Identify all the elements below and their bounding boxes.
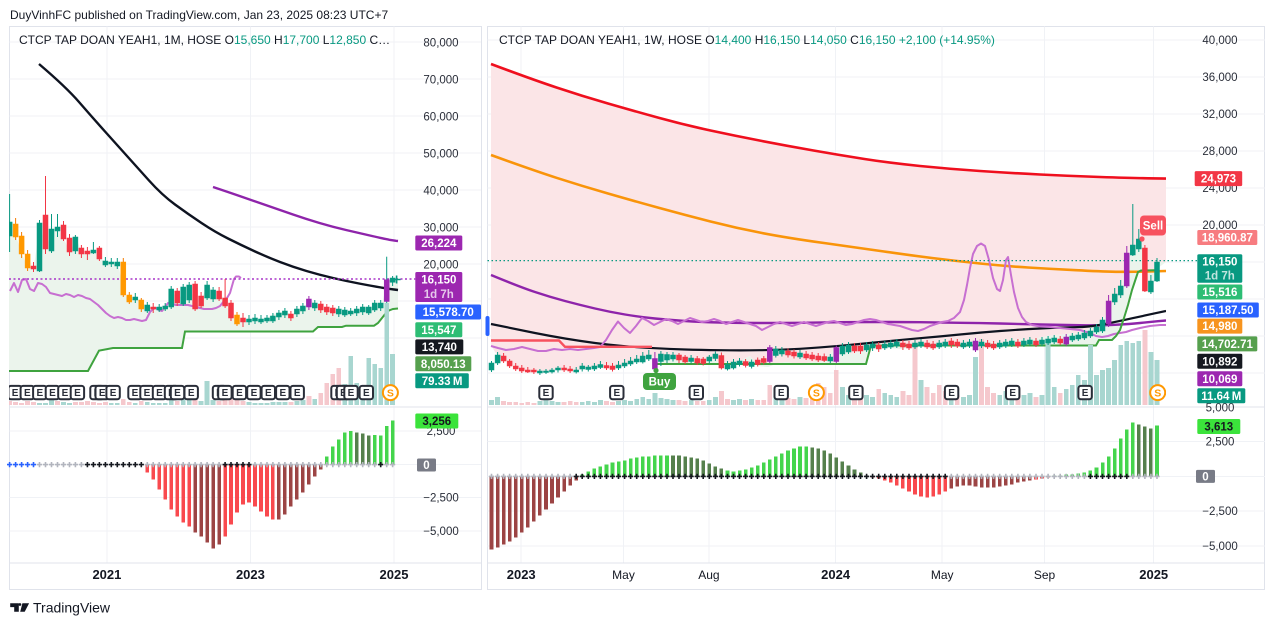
svg-text:−5,000: −5,000 <box>1202 541 1238 553</box>
svg-text:E: E <box>948 388 955 399</box>
svg-text:3,256: 3,256 <box>422 416 451 428</box>
svg-text:80,000: 80,000 <box>423 38 458 50</box>
svg-text:5,000: 5,000 <box>1206 402 1235 414</box>
svg-text:E: E <box>236 388 243 399</box>
svg-text:79.33 M: 79.33 M <box>422 376 463 388</box>
svg-text:E: E <box>132 388 139 399</box>
svg-text:E: E <box>693 388 700 399</box>
svg-text:24,973: 24,973 <box>1201 174 1236 186</box>
svg-text:E: E <box>62 388 69 399</box>
svg-text:2025: 2025 <box>1139 567 1168 582</box>
svg-text:18,960.87: 18,960.87 <box>1202 233 1253 245</box>
svg-text:−2,500: −2,500 <box>1202 506 1238 518</box>
svg-text:S: S <box>387 387 394 399</box>
svg-text:E: E <box>1009 388 1016 399</box>
svg-text:20,000: 20,000 <box>423 260 458 272</box>
svg-text:10,069: 10,069 <box>1202 374 1237 386</box>
svg-text:13,740: 13,740 <box>422 342 457 354</box>
svg-text:2023: 2023 <box>236 567 265 582</box>
svg-text:May: May <box>612 568 635 582</box>
svg-text:E: E <box>543 388 550 399</box>
svg-text:E: E <box>348 388 355 399</box>
svg-text:E: E <box>36 388 43 399</box>
svg-text:0: 0 <box>1202 472 1208 484</box>
svg-text:70,000: 70,000 <box>423 75 458 87</box>
svg-text:E: E <box>156 388 163 399</box>
svg-text:15,516: 15,516 <box>1202 287 1237 299</box>
svg-text:CTCP TAP DOAN YEAH1, 1M, HOSE: CTCP TAP DOAN YEAH1, 1M, HOSE O15,650 H1… <box>19 33 390 47</box>
svg-text:28,000: 28,000 <box>1202 146 1237 158</box>
svg-text:Buy: Buy <box>649 377 671 389</box>
svg-text:14,702.71: 14,702.71 <box>1202 339 1254 351</box>
svg-text:CTCP TAP DOAN YEAH1, 1W, HOSE: CTCP TAP DOAN YEAH1, 1W, HOSE O14,400 H1… <box>499 33 995 47</box>
svg-text:15,187.50: 15,187.50 <box>1202 305 1253 317</box>
svg-text:15,547: 15,547 <box>421 325 456 337</box>
svg-text:0: 0 <box>423 460 429 472</box>
svg-text:40,000: 40,000 <box>1202 35 1237 47</box>
svg-text:8,050.13: 8,050.13 <box>421 359 466 371</box>
svg-text:E: E <box>74 388 81 399</box>
svg-text:E: E <box>613 388 620 399</box>
svg-text:20,000: 20,000 <box>1202 220 1237 232</box>
svg-text:E: E <box>853 388 860 399</box>
svg-text:E: E <box>24 388 31 399</box>
svg-text:Aug: Aug <box>698 568 719 582</box>
svg-text:E: E <box>222 388 229 399</box>
svg-text:S: S <box>813 387 820 399</box>
svg-text:30,000: 30,000 <box>423 223 458 235</box>
svg-text:16,150: 16,150 <box>1202 257 1237 269</box>
svg-text:E: E <box>1082 388 1089 399</box>
svg-text:11.64 M: 11.64 M <box>1201 391 1241 403</box>
svg-text:E: E <box>279 388 286 399</box>
svg-text:3,613: 3,613 <box>1204 422 1233 434</box>
svg-text:E: E <box>49 388 56 399</box>
svg-text:Sell: Sell <box>1143 221 1163 233</box>
svg-text:32,000: 32,000 <box>1202 109 1237 121</box>
svg-text:2021: 2021 <box>92 567 121 582</box>
svg-text:36,000: 36,000 <box>1202 72 1237 84</box>
svg-text:14,980: 14,980 <box>1202 321 1237 333</box>
svg-text:1d 7h: 1d 7h <box>1205 271 1235 283</box>
svg-text:60,000: 60,000 <box>423 112 458 124</box>
svg-text:May: May <box>931 568 954 582</box>
svg-text:2025: 2025 <box>380 567 409 582</box>
svg-text:E: E <box>363 388 370 399</box>
svg-text:E: E <box>99 388 106 399</box>
svg-text:E: E <box>12 388 19 399</box>
svg-text:40,000: 40,000 <box>423 186 458 198</box>
svg-text:E: E <box>251 388 258 399</box>
svg-text:−5,000: −5,000 <box>423 526 459 538</box>
svg-text:16,150: 16,150 <box>421 275 456 287</box>
svg-text:2024: 2024 <box>821 567 851 582</box>
svg-text:−2,500: −2,500 <box>423 493 459 505</box>
svg-text:2,500: 2,500 <box>1206 437 1235 449</box>
svg-text:TradingView: TradingView <box>33 600 111 616</box>
svg-text:26,224: 26,224 <box>421 238 457 250</box>
svg-text:E: E <box>174 388 181 399</box>
svg-text:15,578.70: 15,578.70 <box>423 307 474 319</box>
svg-text:E: E <box>110 388 117 399</box>
svg-text:DuyVinhFC published on Trading: DuyVinhFC published on TradingView.com, … <box>10 8 388 22</box>
svg-text:1d 7h: 1d 7h <box>424 289 454 301</box>
svg-text:E: E <box>188 388 195 399</box>
svg-text:2023: 2023 <box>507 567 536 582</box>
svg-text:10,892: 10,892 <box>1202 356 1237 368</box>
svg-text:E: E <box>144 388 151 399</box>
svg-text:S: S <box>1154 387 1161 399</box>
svg-text:50,000: 50,000 <box>423 149 458 161</box>
svg-text:E: E <box>778 388 785 399</box>
svg-text:E: E <box>294 388 301 399</box>
svg-text:E: E <box>265 388 272 399</box>
svg-text:Sep: Sep <box>1034 568 1056 582</box>
svg-text:2,500: 2,500 <box>427 426 456 438</box>
